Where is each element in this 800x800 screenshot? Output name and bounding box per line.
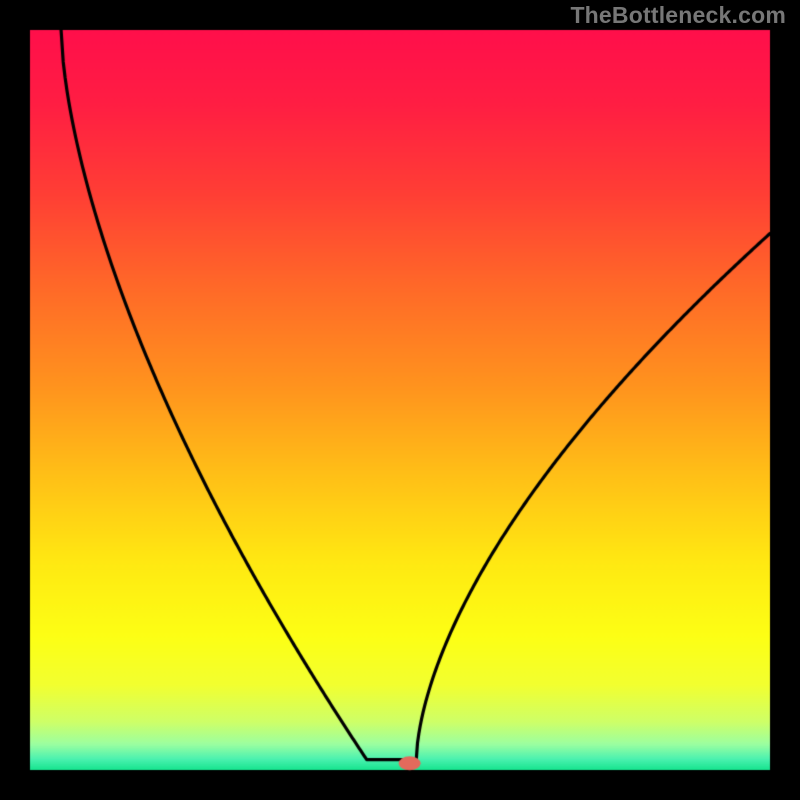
bottleneck-chart bbox=[0, 0, 800, 800]
watermark-text: TheBottleneck.com bbox=[570, 2, 786, 29]
